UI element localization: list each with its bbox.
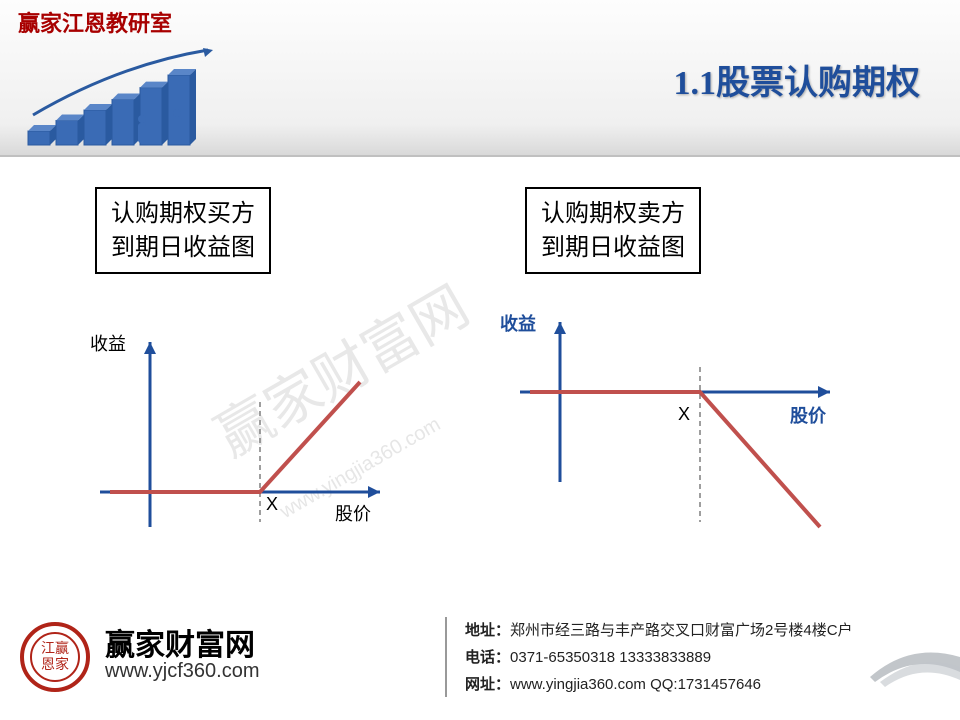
buyer-payoff-chart: 收益 股价 X bbox=[80, 332, 400, 557]
seller-payoff-chart: 收益 股价 X bbox=[500, 312, 850, 547]
section-title: 1.1股票认购期权 bbox=[674, 55, 921, 104]
buyer-strike-label: X bbox=[266, 494, 278, 515]
svg-text:恩家: 恩家 bbox=[41, 656, 69, 673]
footer-swoosh-icon bbox=[870, 632, 960, 687]
header-bar-chart-icon bbox=[18, 45, 218, 150]
header: 赢家江恩教研室 1.1股票认购期权 bbox=[0, 0, 960, 157]
phone-text: 0371-65350318 13333833889 bbox=[510, 649, 711, 666]
web-label: 网址： bbox=[465, 676, 510, 693]
address-text: 郑州市经三路与丰产路交叉口财富广场2号楼4楼C户 bbox=[510, 622, 853, 639]
seller-strike-label: X bbox=[678, 404, 690, 425]
buyer-chart-title: 认购期权买方到期日收益图 bbox=[95, 187, 271, 274]
address-label: 地址： bbox=[465, 622, 510, 639]
site-title: 赢家江恩教研室 bbox=[18, 6, 172, 38]
content-area: 赢家财富网 www.yingjia360.com 认购期权买方到期日收益图 认购… bbox=[0, 157, 960, 602]
seller-x-axis-label: 股价 bbox=[790, 402, 826, 428]
web-text: www.yingjia360.com QQ:1731457646 bbox=[510, 676, 761, 693]
buyer-x-axis-label: 股价 bbox=[335, 500, 371, 526]
footer-contact-info: 地址：郑州市经三路与丰产路交叉口财富广场2号楼4楼C户 电话：0371-6535… bbox=[465, 617, 853, 698]
seller-y-axis-label: 收益 bbox=[500, 310, 536, 336]
footer-divider bbox=[445, 617, 447, 697]
brand-logo-icon: 江赢 恩家 bbox=[20, 622, 90, 692]
buyer-y-axis-label: 收益 bbox=[90, 330, 126, 356]
svg-text:江赢: 江赢 bbox=[41, 640, 69, 657]
seller-chart-title: 认购期权卖方到期日收益图 bbox=[525, 187, 701, 274]
brand-name: 赢家财富网 bbox=[105, 620, 255, 664]
footer: 江赢 恩家 赢家财富网 www.yjcf360.com 地址：郑州市经三路与丰产… bbox=[0, 602, 960, 720]
phone-label: 电话： bbox=[465, 649, 510, 666]
brand-url: www.yjcf360.com bbox=[105, 660, 260, 683]
